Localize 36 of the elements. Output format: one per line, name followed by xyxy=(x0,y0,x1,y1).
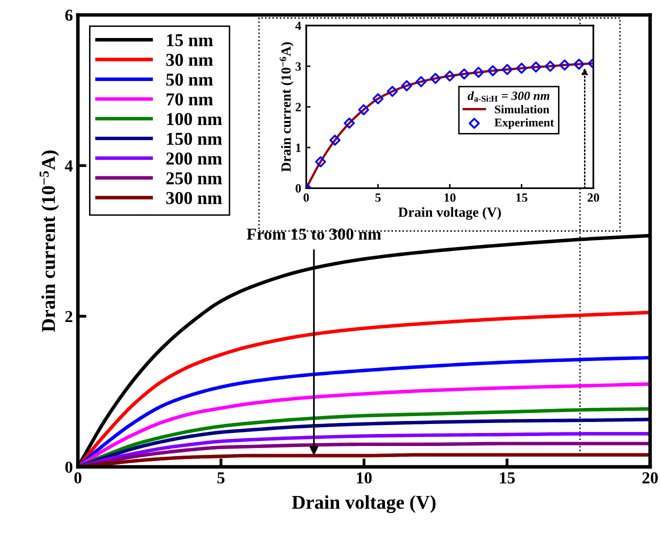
legend-label: 30 nm xyxy=(166,54,213,66)
x-tick-label: 0 xyxy=(304,193,309,202)
x-axis-title: Drain voltage (V) xyxy=(292,495,436,514)
y-tick-label: 1 xyxy=(296,144,301,152)
legend-label: 300 nm xyxy=(166,192,222,204)
legend-label: 100 nm xyxy=(167,113,222,126)
y-axis-title: Drain current (10$^{−5}$A) xyxy=(40,150,59,332)
x-tick-label: 10 xyxy=(444,193,456,202)
x-tick-label: 10 xyxy=(356,472,372,484)
y-tick-label: 3 xyxy=(296,62,301,71)
x-tick-label: 20 xyxy=(588,193,600,202)
x-axis-title: Drain voltage (V) xyxy=(398,207,501,220)
x-tick-label: 5 xyxy=(375,194,381,202)
legend-label: 250 nm xyxy=(166,172,222,184)
x-tick-label: 5 xyxy=(217,472,224,484)
y-tick-label: 2 xyxy=(65,310,72,322)
y-tick-label: 4 xyxy=(64,160,73,172)
x-tick-label: 20 xyxy=(642,472,658,484)
legend-label: 50 nm xyxy=(166,74,213,86)
y-tick-label: 6 xyxy=(65,10,73,21)
x-tick-label: 15 xyxy=(516,193,528,202)
y-tick-label: 2 xyxy=(296,102,301,112)
y-tick-label: 4 xyxy=(295,22,302,30)
legend-label: 15 nm xyxy=(167,34,213,46)
legend-label: Experiment xyxy=(494,118,554,129)
x-tick-label: 0 xyxy=(74,472,82,484)
legend-label: Simulation xyxy=(494,105,550,114)
legend-label: 70 nm xyxy=(166,93,213,106)
legend-label: 200 nm xyxy=(166,152,222,165)
x-tick-label: 15 xyxy=(500,472,515,484)
y-tick-label: 0 xyxy=(65,462,72,473)
legend-label: 150 nm xyxy=(167,132,222,145)
y-tick-label: 0 xyxy=(296,184,301,193)
y-axis-title: Drain current (10$^{−6}$A) xyxy=(280,42,294,172)
annotation: From 15 to 300 nm xyxy=(246,228,382,240)
legend-title: d$_{a-Si:H}$ = 300 nm xyxy=(468,91,550,102)
